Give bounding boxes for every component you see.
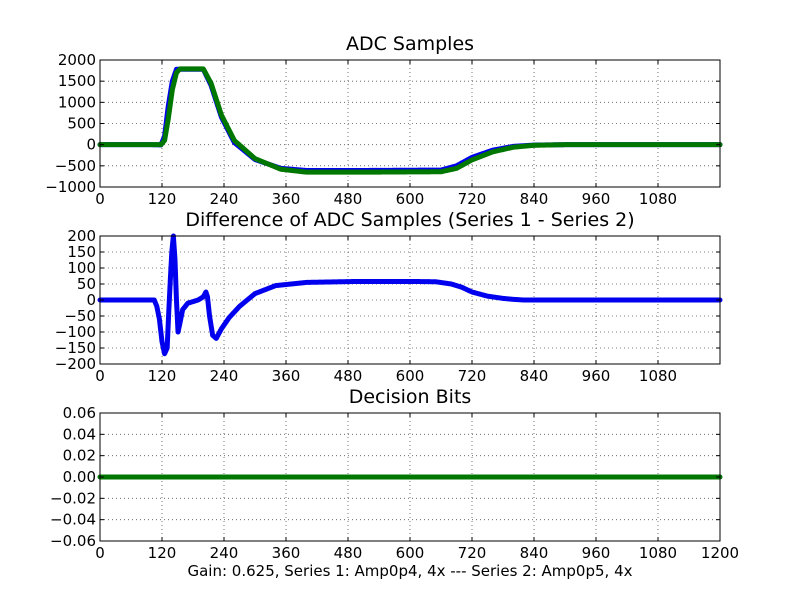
adc-samples-ytick-label: −1000 bbox=[45, 178, 96, 196]
difference-ytick-label: −200 bbox=[55, 355, 96, 373]
adc-samples-xtick-label: 1080 bbox=[639, 190, 677, 208]
adc-samples-series-2-line bbox=[97, 66, 723, 175]
adc-samples-xtick-label: 960 bbox=[582, 190, 611, 208]
adc-samples-xtick-label: 240 bbox=[210, 190, 239, 208]
adc-samples-ytick-label: 500 bbox=[67, 115, 96, 133]
decision-bits-xtick-label: 1200 bbox=[701, 544, 739, 562]
decision-bits-ytick-label: 0.00 bbox=[63, 468, 96, 486]
adc-samples-ytick-label: 0 bbox=[86, 136, 96, 154]
difference-title: Difference of ADC Samples (Series 1 - Se… bbox=[185, 209, 634, 231]
adc-samples-xtick-label: 840 bbox=[520, 190, 549, 208]
decision-bits-ytick-label: 0.04 bbox=[63, 425, 96, 443]
adc-samples-xtick-label: 360 bbox=[272, 190, 301, 208]
decision-bits-ytick-label: −0.02 bbox=[50, 489, 96, 507]
difference-xtick-label: 1080 bbox=[639, 367, 677, 385]
adc-samples-ytick-label: 1500 bbox=[58, 72, 96, 90]
difference-ytick-label: 50 bbox=[77, 275, 96, 293]
difference-series-1 bbox=[97, 233, 723, 357]
difference-xtick-label: 120 bbox=[148, 367, 177, 385]
adc-samples-xtick-label: 720 bbox=[458, 190, 487, 208]
difference-xtick-label: 960 bbox=[582, 367, 611, 385]
adc-samples-xtick-label: 0 bbox=[95, 190, 105, 208]
adc-samples-xtick-label: 120 bbox=[148, 190, 177, 208]
difference-ytick-label: −100 bbox=[55, 323, 96, 341]
adc-samples-title: ADC Samples bbox=[346, 33, 474, 55]
adc-samples-panel: 0 120 240 360 480 600 720 840 960 1080 −1000 −500 0 5… bbox=[45, 33, 723, 208]
decision-bits-ytick-label: −0.04 bbox=[50, 511, 96, 529]
difference-ytick-label: 100 bbox=[67, 259, 96, 277]
decision-bits-panel: 0 120 240 360 480 600 720 840 960 1080 1200 −0.06 −0… bbox=[50, 386, 739, 562]
adc-samples-xtick-label: 600 bbox=[396, 190, 425, 208]
adc-samples-ytick-label: −500 bbox=[55, 157, 96, 175]
decision-bits-xtick-label: 840 bbox=[520, 544, 549, 562]
decision-bits-xtick-label: 0 bbox=[95, 544, 105, 562]
difference-xtick-label: 240 bbox=[210, 367, 239, 385]
difference-panel: 0 120 240 360 480 600 720 840 960 1080 −200−150−10… bbox=[55, 209, 723, 385]
decision-bits-xtick-label: 360 bbox=[272, 544, 301, 562]
difference-series-1-line bbox=[97, 233, 723, 357]
difference-ytick-label: −50 bbox=[64, 307, 96, 325]
decision-bits-xtick-label: 600 bbox=[396, 544, 425, 562]
decision-bits-ytick-label: 0.06 bbox=[63, 404, 96, 422]
difference-ytick-label: 150 bbox=[67, 243, 96, 261]
decision-bits-xtick-label: 720 bbox=[458, 544, 487, 562]
difference-xtick-label: 840 bbox=[520, 367, 549, 385]
difference-xtick-label: 0 bbox=[95, 367, 105, 385]
difference-ytick-label: 0 bbox=[86, 291, 96, 309]
adc-samples-ytick-label: 2000 bbox=[58, 51, 96, 69]
decision-bits-ytick-label: 0.02 bbox=[63, 447, 96, 465]
decision-bits-xtick-label: 480 bbox=[334, 544, 363, 562]
decision-bits-xtick-label: 120 bbox=[148, 544, 177, 562]
difference-xtick-label: 720 bbox=[458, 367, 487, 385]
decision-bits-xtick-label: 240 bbox=[210, 544, 239, 562]
adc-samples-ytick-label: 1000 bbox=[58, 93, 96, 111]
decision-bits-xtick-label: 960 bbox=[582, 544, 611, 562]
difference-ytick-label: 200 bbox=[67, 227, 96, 245]
decision-bits-xtick-label: 1080 bbox=[639, 544, 677, 562]
decision-bits-ytick-label: −0.06 bbox=[50, 532, 96, 550]
decision-bits-title: Decision Bits bbox=[349, 386, 472, 408]
footer-caption: Gain: 0.625, Series 1: Amp0p4, 4x --- Se… bbox=[187, 562, 632, 580]
difference-ytick-label: −150 bbox=[55, 339, 96, 357]
adc-samples-xtick-label: 480 bbox=[334, 190, 363, 208]
adc-samples-series-2 bbox=[97, 66, 723, 175]
difference-xtick-label: 360 bbox=[272, 367, 301, 385]
difference-xtick-label: 600 bbox=[396, 367, 425, 385]
difference-xtick-label: 480 bbox=[334, 367, 363, 385]
